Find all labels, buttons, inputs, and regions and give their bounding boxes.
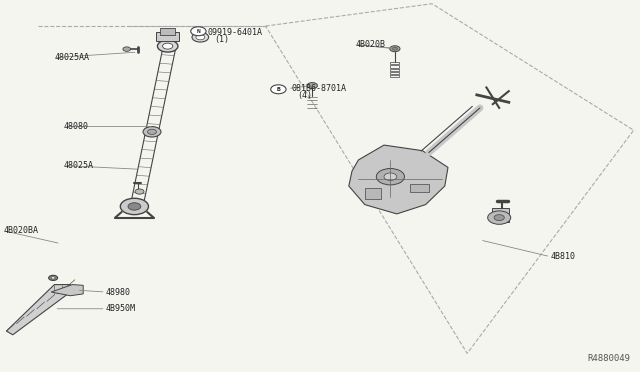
Bar bbox=[390, 65, 399, 68]
Polygon shape bbox=[6, 285, 70, 335]
Circle shape bbox=[376, 169, 404, 185]
Text: (4): (4) bbox=[298, 91, 312, 100]
Polygon shape bbox=[51, 285, 83, 296]
Bar bbox=[492, 208, 509, 222]
Text: 4B950M: 4B950M bbox=[106, 304, 136, 313]
Circle shape bbox=[49, 275, 58, 280]
Text: 4B020BA: 4B020BA bbox=[3, 226, 38, 235]
Circle shape bbox=[120, 198, 148, 215]
Text: (1): (1) bbox=[214, 35, 229, 44]
Text: 48025AA: 48025AA bbox=[54, 53, 90, 62]
Text: R4880049: R4880049 bbox=[588, 354, 630, 363]
Circle shape bbox=[51, 277, 55, 279]
Bar bbox=[160, 28, 175, 35]
Polygon shape bbox=[349, 145, 448, 214]
Text: 081B6-8701A: 081B6-8701A bbox=[291, 84, 346, 93]
Text: N: N bbox=[196, 29, 200, 34]
Bar bbox=[410, 184, 429, 192]
Circle shape bbox=[143, 126, 161, 137]
Circle shape bbox=[390, 46, 400, 52]
Bar bbox=[390, 68, 399, 71]
Circle shape bbox=[148, 129, 157, 134]
Circle shape bbox=[192, 32, 209, 42]
Text: 09919-6401A: 09919-6401A bbox=[208, 28, 263, 37]
Text: 48080: 48080 bbox=[64, 122, 89, 131]
Circle shape bbox=[128, 203, 141, 210]
Text: 48980: 48980 bbox=[106, 288, 131, 296]
Text: B: B bbox=[276, 87, 280, 92]
Circle shape bbox=[271, 85, 286, 94]
Bar bbox=[390, 75, 399, 77]
Text: 4B810: 4B810 bbox=[550, 252, 575, 261]
Circle shape bbox=[157, 40, 178, 52]
Circle shape bbox=[494, 215, 504, 221]
Text: 48025A: 48025A bbox=[64, 161, 94, 170]
Bar bbox=[156, 32, 179, 41]
Bar bbox=[365, 188, 381, 199]
Circle shape bbox=[163, 43, 173, 49]
Circle shape bbox=[392, 47, 397, 50]
Circle shape bbox=[191, 27, 206, 36]
Circle shape bbox=[488, 211, 511, 224]
Bar bbox=[390, 72, 399, 74]
Circle shape bbox=[307, 83, 317, 89]
Text: 4B020B: 4B020B bbox=[355, 40, 385, 49]
Circle shape bbox=[384, 173, 397, 180]
Bar bbox=[390, 62, 399, 64]
Circle shape bbox=[123, 47, 131, 51]
Circle shape bbox=[196, 35, 205, 40]
Circle shape bbox=[135, 189, 144, 194]
